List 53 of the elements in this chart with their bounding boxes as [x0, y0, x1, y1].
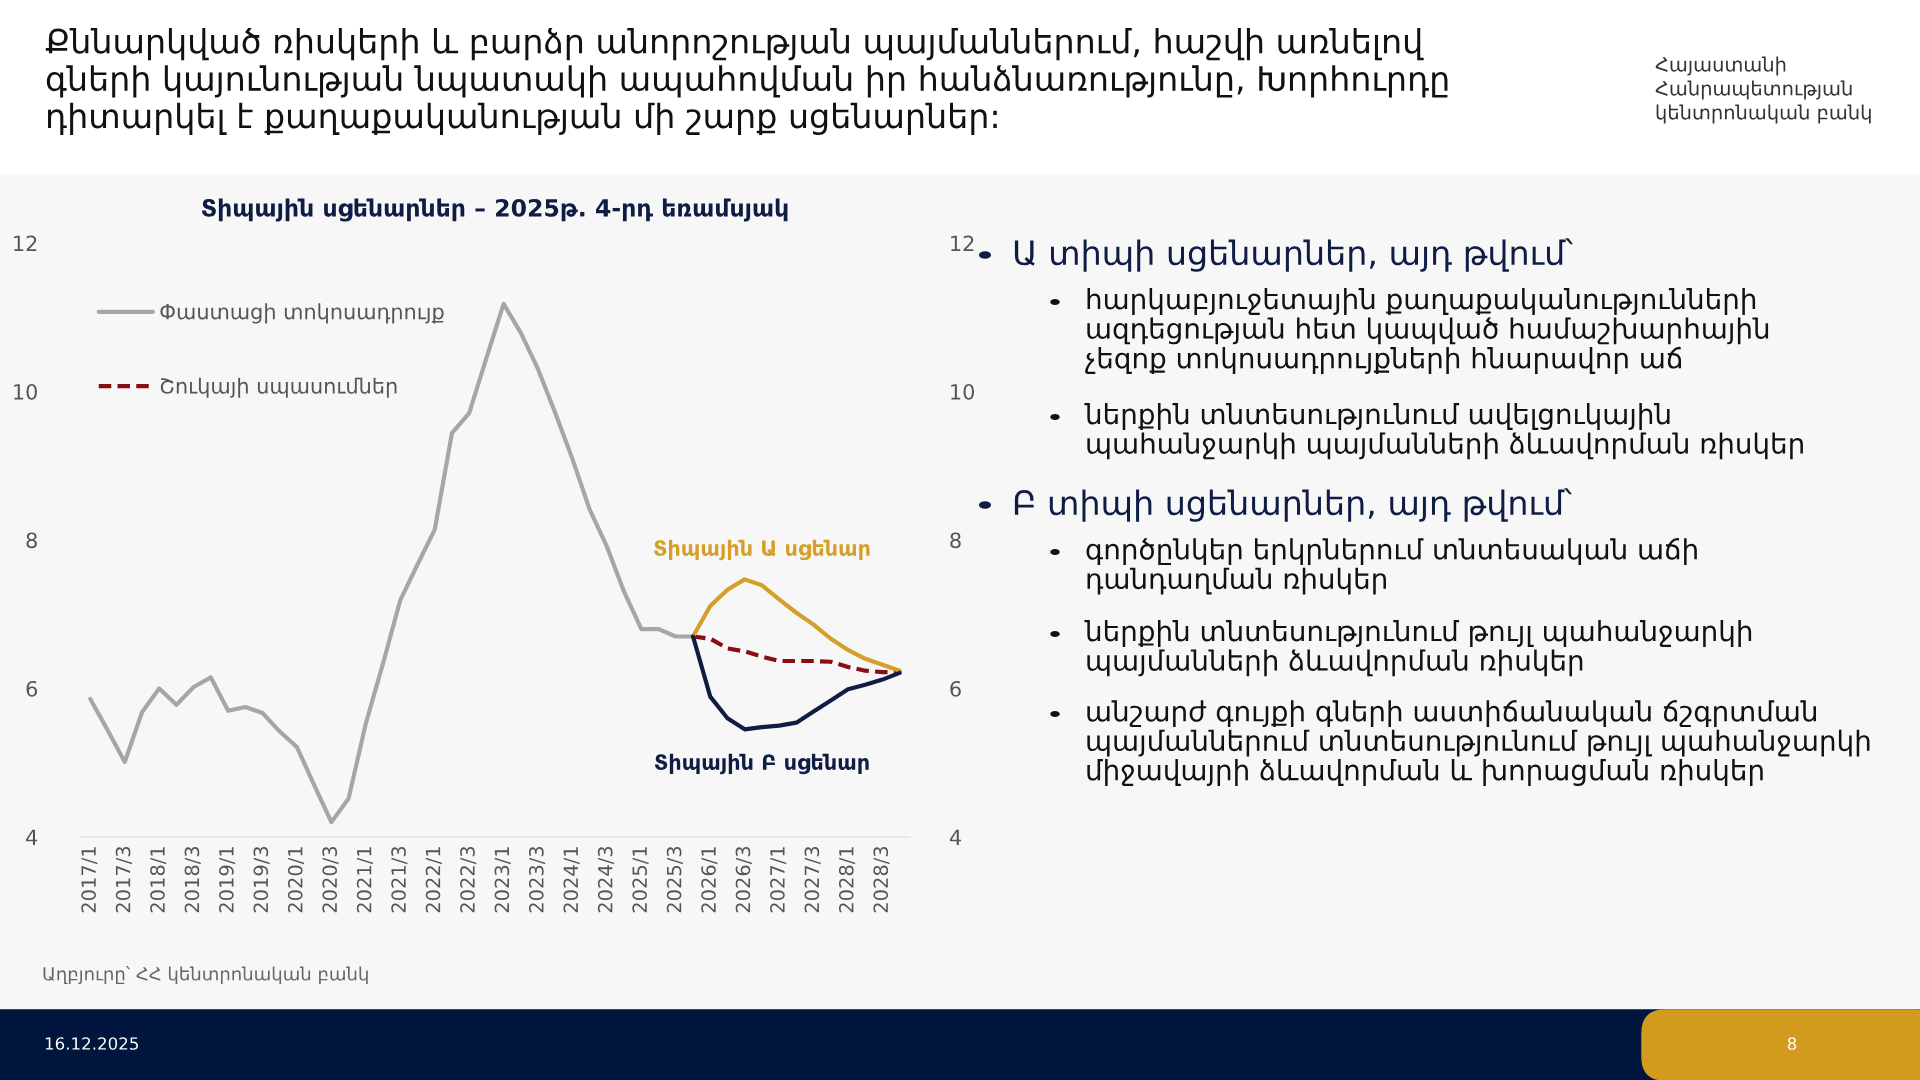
text: գործընկեր երկրներում տնտեսական աճի դանդաղման ռիսկեր: [1086, 538, 1697, 595]
line-series: [690, 634, 902, 732]
x-tick-label: 2025/1: [632, 847, 649, 913]
x-tick-label: 2018/3: [184, 846, 201, 913]
text: 8: [1787, 1037, 1797, 1050]
y-tick-label: 4: [26, 829, 38, 845]
text: 16.12.2025: [45, 1037, 138, 1050]
x-tick-label: 2028/1: [838, 847, 856, 913]
annotation: Տիպային Բ սցենար: [654, 753, 869, 775]
y2-tick-label: 10: [951, 383, 975, 400]
x-tick-label: 2026/3: [735, 846, 752, 913]
x-tick-label: 2017/3: [115, 846, 132, 913]
text: հարկաբյուջետային քաղաքականությունների ազդեցության հետ կապված համաշխարհային չեզոք տոկոսադրույքների հնարավոր աճ: [1085, 288, 1769, 374]
chart-subtitle: Տիպային սցենարներ – 2025թ. 4-րդ եռամսյակ: [201, 198, 788, 222]
y2-tick-label: 12: [951, 235, 974, 251]
x-tick-label: 2026/1: [701, 847, 718, 913]
x-tick-label: 2017/1: [81, 847, 98, 913]
x-tick-label: 2020/3: [322, 846, 339, 913]
y2-tick-label: 4: [949, 829, 961, 845]
y2-tick-label: 6: [950, 680, 961, 697]
x-tick-label: 2028/3: [873, 846, 890, 913]
x-tick-label: 2018/1: [150, 847, 167, 913]
text: Աղբյուրը՝ ՀՀ կենտրոնական բանկ: [43, 965, 368, 985]
text: ներքին տնտեսությունում ավելցուկային պահանջարկի պայմանների ձևավորման ռիսկեր: [1084, 403, 1803, 460]
text: Բ տիպի սցենարներ, այդ թվում՝: [1014, 488, 1572, 522]
x-tick-label: 2023/1: [494, 847, 511, 913]
line-series: [690, 577, 902, 673]
text: Ա տիպի սցենարներ, այդ թվում՝: [1014, 238, 1574, 272]
x-tick-label: 2019/1: [219, 847, 236, 913]
chart-title: Քննարկված ռիսկերի և բարձր անորոշության պայմաններում, հաշվի առնելով գների կայունության նպատակի ապահովման իր հանձնառությունը, Խորհուրդը դիտարկել է քաղաքականության մի շարք սցենարներ:: [45, 28, 1448, 135]
x-tick-label: 2021/3: [391, 846, 408, 913]
x-tick-label: 2024/3: [597, 846, 615, 913]
x-tick-label: 2019/3: [253, 846, 270, 913]
x-tick-label: 2023/3: [528, 846, 546, 913]
text: Հայաստանի Հանրապետության կենտրոնական բանկ: [1655, 56, 1871, 124]
y-tick-label: 12: [14, 235, 37, 251]
x-tick-label: 2021/1: [356, 847, 374, 913]
x-tick-label: 2022/1: [425, 847, 442, 913]
x-tick-label: 2027/1: [770, 847, 787, 913]
x-tick-label: 2020/1: [287, 847, 305, 913]
text: ներքին տնտեսությունում թույլ պահանջարկի պայմանների ձևավորման ռիսկեր: [1084, 620, 1752, 677]
y-tick-label: 10: [14, 383, 37, 400]
text: անշարժ գույքի գների աստիճանական ճշգրտման պայմաններում տնտեսությունում թույլ պահանջարկի միջավայրի ձևավորման և խորացման ռիսկեր: [1087, 700, 1870, 786]
x-tick-label: 2024/1: [563, 847, 580, 913]
y-tick-label: 8: [26, 532, 37, 549]
x-tick-label: 2027/3: [804, 846, 821, 913]
y2-tick-label: 8: [950, 532, 961, 549]
y-tick-label: 6: [26, 680, 38, 697]
annotation: Տիպային Ա սցենար: [654, 539, 870, 561]
legend-label: Շուկայի սպասումներ: [160, 377, 397, 398]
x-tick-label: 2025/3: [666, 846, 683, 913]
x-tick-label: 2022/3: [460, 846, 477, 913]
legend-label: Փաստացի տոկոսադրույք: [160, 303, 444, 324]
